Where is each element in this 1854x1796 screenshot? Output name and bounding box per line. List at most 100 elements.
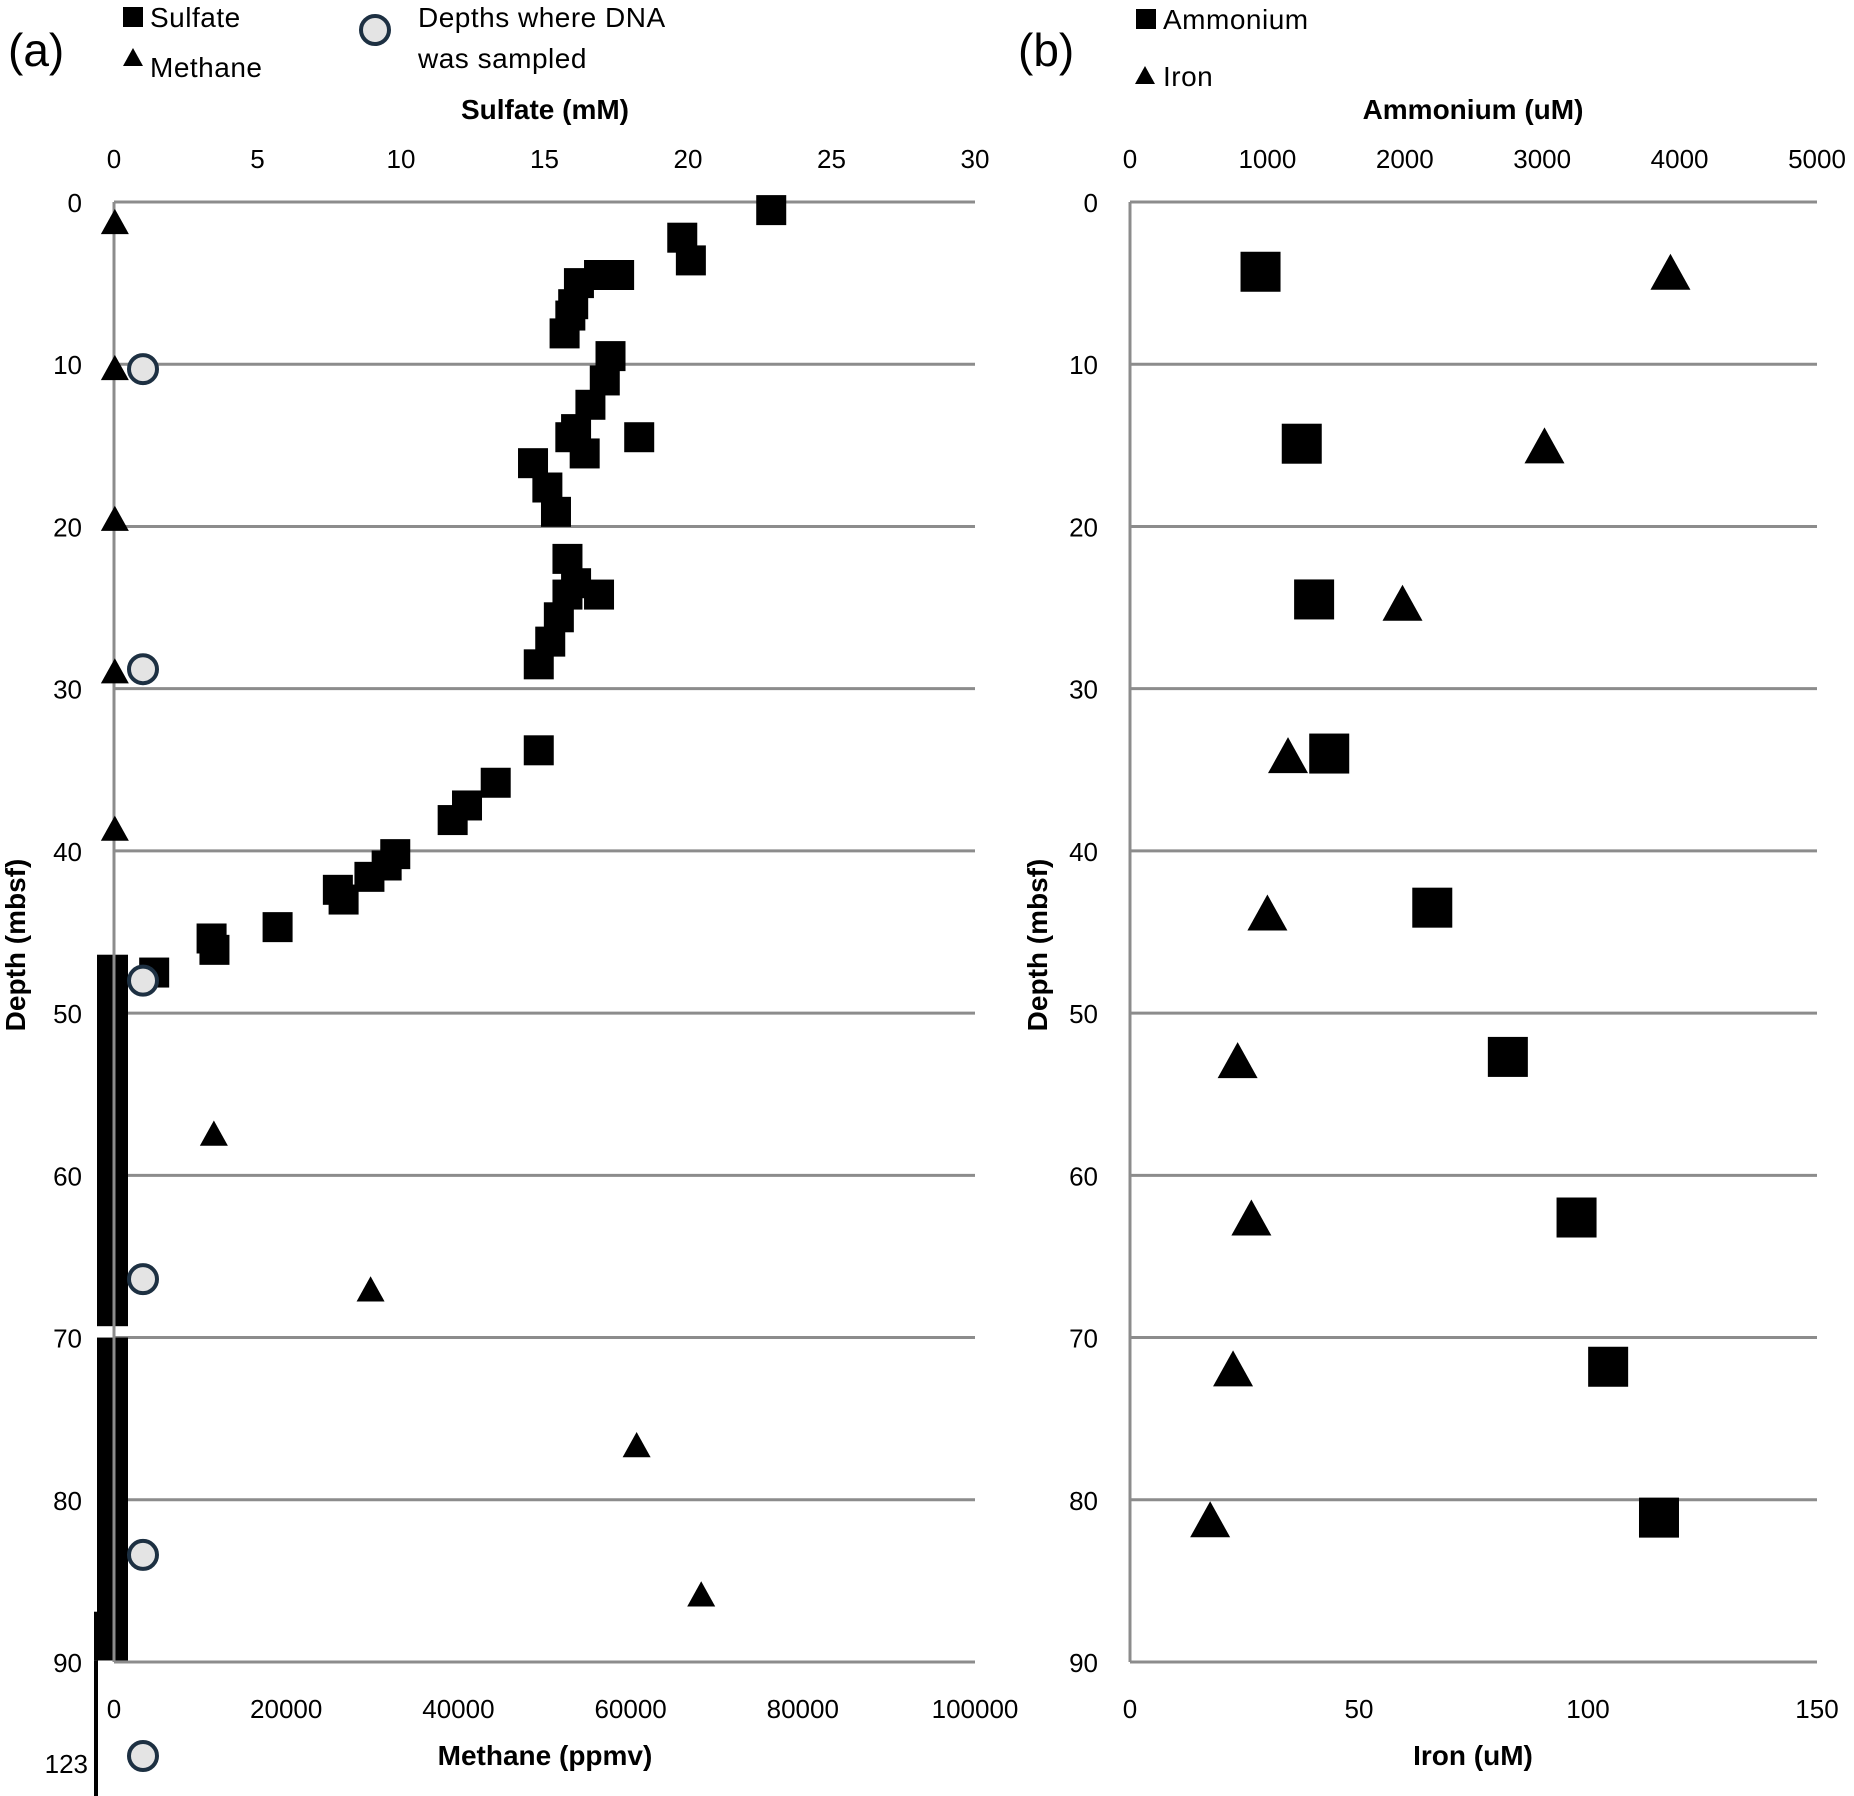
panel-a-depth-tick-label: 40 (53, 837, 82, 867)
methane-point (100, 208, 129, 235)
depth-bar (94, 1611, 128, 1661)
legend-iron-label: Iron (1163, 61, 1213, 92)
panel-a-bottom-axis-title: Methane (ppmv) (438, 1740, 653, 1771)
dna-sample-point (127, 1263, 159, 1296)
panel-a-bottom-tick-label: 60000 (594, 1694, 666, 1724)
methane-point (356, 1276, 385, 1302)
sulfate-point (262, 912, 293, 943)
panel-a-bottom-tick-label: 20000 (250, 1694, 322, 1724)
panel-b-depth-tick-label: 80 (1069, 1486, 1098, 1516)
panel-b-depth-tick-label: 30 (1069, 675, 1098, 705)
panel-b-depth-tick-label: 60 (1069, 1161, 1098, 1191)
panel-a-top-tick-label: 15 (530, 144, 559, 174)
legend-ammonium-marker (1136, 9, 1156, 29)
panel-a-depth-tick-label: 50 (53, 999, 82, 1029)
panel-b-depth-tick-label: 40 (1069, 837, 1098, 867)
panel-a-ticks: 0 10 20 30 40 50 60 70 80 90 123 0 5 10 15 20 25 30 0 20000… (45, 144, 1019, 1779)
panel-a-depth-tick-label: 90 (53, 1648, 82, 1678)
panel-b: (b) Ammonium Iron Ammonium (uM) Iron (uM… (1018, 4, 1846, 1771)
panel-a-bottom-tick-label: 0 (107, 1694, 121, 1724)
sulfate-point (584, 579, 615, 610)
ammonium-point (1487, 1036, 1528, 1077)
iron-point (1268, 737, 1309, 774)
panel-b-top-tick-label: 2000 (1376, 144, 1434, 174)
legend-ammonium-label: Ammonium (1163, 4, 1309, 35)
panel-b-bottom-axis-title: Iron (uM) (1413, 1740, 1533, 1771)
panel-a-top-tick-label: 10 (387, 144, 416, 174)
sulfate-point (523, 649, 554, 680)
legend-methane-marker (123, 48, 143, 66)
panel-b-depth-tick-label: 10 (1069, 350, 1098, 380)
methane-point (100, 815, 129, 841)
ammonium-point (1281, 423, 1322, 464)
panel-a-legend: Sulfate Methane Depths where DNA was sam… (123, 2, 665, 83)
panel-b-y-axis-title: Depth (mbsf) (1022, 859, 1053, 1032)
panel-a-label: (a) (8, 24, 64, 76)
panel-b-marks (1190, 251, 1691, 1538)
ammonium-point (1588, 1346, 1629, 1387)
iron-point (1217, 1042, 1258, 1079)
depth-bar-line (94, 1660, 98, 1796)
panel-a-depth-tick-label: 123 (45, 1749, 88, 1779)
panel-a-bottom-tick-label: 100000 (932, 1694, 1019, 1724)
panel-b-depth-tick-label: 90 (1069, 1648, 1098, 1678)
panel-a-depth-bars (94, 954, 128, 1796)
legend-methane-label: Methane (150, 52, 262, 83)
ammonium-point (1240, 251, 1281, 292)
panel-a-gridlines (114, 200, 975, 1664)
iron-point (1524, 427, 1565, 464)
sulfate-point (569, 438, 600, 469)
sulfate-point (624, 422, 655, 453)
methane-point (687, 1581, 716, 1607)
legend-sulfate-label: Sulfate (150, 2, 241, 33)
sulfate-point (437, 805, 468, 836)
sulfate-point (549, 318, 580, 349)
legend-sulfate-marker (123, 7, 143, 27)
panel-a-bottom-tick-label: 40000 (422, 1694, 494, 1724)
legend-dna-label-line2: was sampled (417, 43, 587, 74)
panel-b-label: (b) (1018, 24, 1074, 76)
panel-b-top-tick-label: 4000 (1651, 144, 1709, 174)
iron-point (1190, 1501, 1231, 1538)
legend-dna-marker (359, 14, 391, 46)
sulfate-point (756, 195, 787, 226)
panel-b-legend: Ammonium Iron (1135, 4, 1309, 92)
panel-b-depth-tick-label: 20 (1069, 512, 1098, 542)
legend-iron-marker (1135, 66, 1155, 84)
panel-a-depth-tick-label: 0 (68, 188, 82, 218)
dna-sample-point (127, 353, 159, 386)
iron-point (1213, 1350, 1254, 1387)
sulfate-point (328, 884, 359, 915)
panel-a-depth-tick-label: 60 (53, 1161, 82, 1191)
methane-point (199, 1120, 228, 1146)
ammonium-point (1294, 579, 1335, 620)
ammonium-point (1556, 1197, 1597, 1238)
iron-point (1650, 253, 1691, 290)
panel-b-top-tick-label: 5000 (1788, 144, 1846, 174)
panel-b-top-tick-label: 1000 (1238, 144, 1296, 174)
sulfate-point (540, 496, 571, 527)
methane-point (622, 1432, 651, 1458)
methane-point (100, 354, 129, 381)
panel-b-depth-tick-label: 70 (1069, 1324, 1098, 1354)
sulfate-point (354, 861, 385, 892)
panel-a-top-axis-title: Sulfate (mM) (461, 94, 629, 125)
dna-sample-point (127, 1740, 159, 1772)
panel-a-depth-tick-label: 80 (53, 1486, 82, 1516)
panel-b-bottom-tick-label: 0 (1123, 1694, 1137, 1724)
panel-b-top-tick-label: 0 (1123, 144, 1137, 174)
sulfate-point (480, 767, 511, 798)
panel-b-depth-tick-label: 50 (1069, 999, 1098, 1029)
panel-b-top-axis-title: Ammonium (uM) (1363, 94, 1584, 125)
panel-b-depth-tick-label: 0 (1084, 188, 1098, 218)
dna-sample-point (127, 653, 159, 686)
sulfate-point (199, 934, 230, 965)
sulfate-point (675, 245, 706, 276)
panel-a-depth-tick-label: 70 (53, 1324, 82, 1354)
methane-point (100, 658, 129, 684)
panel-a-bottom-tick-label: 80000 (767, 1694, 839, 1724)
panel-a-depth-tick-label: 30 (53, 675, 82, 705)
dna-sample-point (127, 1538, 159, 1571)
sulfate-point (523, 735, 554, 766)
